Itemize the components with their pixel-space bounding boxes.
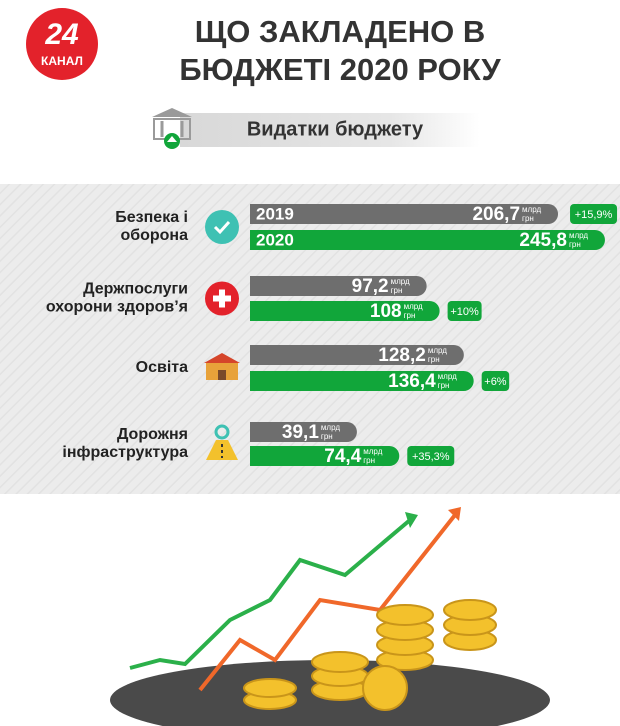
change-badge	[447, 301, 482, 321]
value-label: 108	[370, 301, 402, 322]
bar	[250, 345, 464, 365]
category-icon	[205, 210, 239, 244]
bar	[250, 276, 427, 296]
category-label: інфраструктура	[62, 444, 188, 461]
value-label: 128,2	[378, 345, 426, 366]
subtitle: Видатки бюджету	[247, 118, 424, 140]
logo-number: 24	[44, 18, 79, 51]
unit-label: грн	[569, 240, 581, 249]
unit-label: млрд	[428, 346, 447, 355]
bar	[250, 204, 559, 224]
change-label: +15,9%	[575, 209, 613, 221]
category-label: Безпека і	[115, 209, 188, 226]
bar	[250, 371, 474, 391]
category-label: Держпослуги	[83, 281, 188, 298]
category-label: Дорожня	[117, 426, 188, 443]
unit-label: грн	[522, 214, 534, 223]
category-icon	[213, 220, 231, 235]
unit-label: млрд	[522, 205, 541, 214]
category-label: охорони здоров’я	[46, 299, 188, 316]
change-badge	[407, 446, 455, 466]
change-label: +10%	[450, 306, 479, 318]
unit-label: млрд	[391, 277, 410, 286]
category-label: Освіта	[136, 359, 188, 376]
logo-name: КАНАЛ	[41, 54, 83, 68]
unit-label: грн	[363, 456, 375, 465]
value-label: 245,8	[519, 230, 567, 251]
unit-label: грн	[404, 311, 416, 320]
change-label: +6%	[484, 376, 507, 388]
value-label: 97,2	[352, 276, 389, 297]
bar	[250, 446, 400, 466]
unit-label: млрд	[404, 302, 423, 311]
value-label: 136,4	[388, 371, 436, 392]
category-icon	[218, 370, 226, 380]
category-icon	[204, 353, 240, 363]
bank-icon	[152, 108, 192, 149]
logo-circle	[26, 8, 98, 80]
unit-label: млрд	[569, 231, 588, 240]
bar	[250, 422, 357, 442]
bar	[250, 230, 605, 250]
unit-label: грн	[321, 432, 333, 441]
bar	[250, 301, 440, 321]
series-label: 2020	[256, 230, 294, 249]
title-line: ЩО ЗАКЛАДЕНО В	[195, 14, 486, 49]
unit-label: грн	[428, 355, 440, 364]
category-label: оборона	[120, 227, 188, 244]
unit-label: млрд	[321, 423, 340, 432]
illustration	[110, 507, 550, 726]
title-line: БЮДЖЕТІ 2020 РОКУ	[179, 52, 501, 87]
change-label: +35,3%	[412, 451, 450, 463]
unit-label: млрд	[363, 447, 382, 456]
unit-label: млрд	[438, 372, 457, 381]
value-label: 206,7	[472, 204, 520, 225]
category-icon	[213, 289, 231, 308]
category-icon	[214, 424, 230, 440]
value-label: 74,4	[324, 446, 361, 467]
change-badge	[570, 204, 618, 224]
subtitle-banner	[180, 113, 480, 147]
change-badge	[481, 371, 510, 391]
series-label: 2019	[256, 204, 294, 223]
unit-label: грн	[391, 286, 403, 295]
value-label: 39,1	[282, 422, 319, 443]
unit-label: грн	[438, 381, 450, 390]
